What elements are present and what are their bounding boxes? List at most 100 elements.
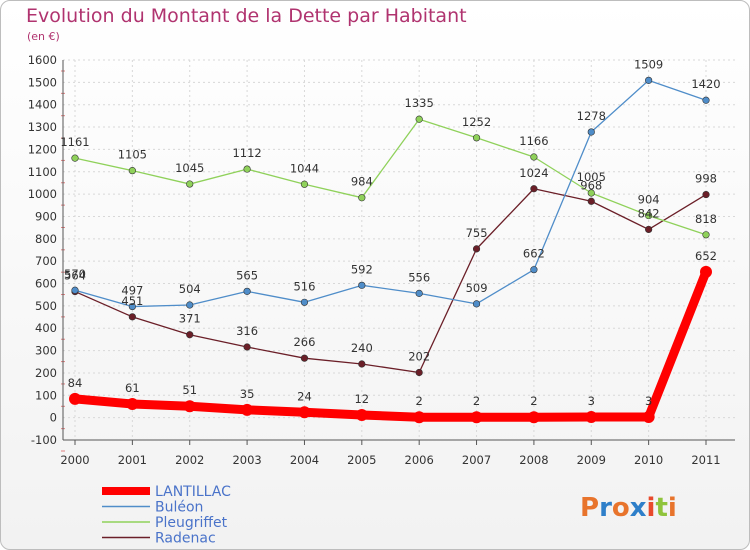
x-tick-label: 2004	[290, 453, 319, 467]
data-label: 2	[416, 394, 423, 408]
data-label: 1278	[577, 109, 606, 123]
data-point	[358, 360, 366, 368]
y-tick-label: 300	[35, 344, 57, 358]
x-tick-label: 2002	[175, 453, 204, 467]
logo-letter: P	[580, 493, 599, 523]
data-point	[300, 354, 309, 362]
x-tick-label: 2008	[519, 453, 548, 467]
series-line	[74, 79, 707, 308]
data-point	[700, 265, 712, 278]
data-point	[645, 225, 653, 234]
data-label: 24	[297, 389, 312, 403]
series-line	[74, 118, 707, 236]
y-tick-label: 1400	[28, 98, 57, 112]
data-point	[415, 115, 423, 123]
data-point	[472, 300, 481, 308]
data-label: 842	[638, 206, 660, 220]
y-tick-label: 1200	[28, 142, 57, 156]
data-point	[415, 289, 423, 297]
series-lines	[69, 76, 712, 424]
logo-letter: i	[668, 493, 677, 523]
y-tick-label: 200	[35, 366, 57, 380]
data-label: 592	[351, 262, 373, 276]
data-point	[470, 411, 483, 424]
data-point	[472, 245, 481, 253]
legend-label: Pleugriffet	[155, 515, 228, 531]
data-label: 755	[466, 226, 488, 240]
data-label: 316	[236, 324, 258, 338]
data-point	[186, 331, 194, 339]
data-label: 1005	[577, 170, 606, 184]
y-tick-label: 600	[35, 277, 57, 291]
data-point	[527, 411, 540, 424]
x-tick-label: 2007	[462, 453, 491, 467]
data-label: 1024	[519, 166, 548, 180]
data-point	[183, 400, 196, 413]
data-label: 968	[580, 178, 602, 192]
data-point	[530, 153, 538, 161]
data-point	[71, 286, 79, 294]
data-point	[530, 266, 538, 274]
data-label: 504	[179, 282, 201, 296]
axes: -100 0 100 200 300 400 500 600 700 800 900 1000 1100…	[28, 53, 735, 467]
legend-label: Buléon	[155, 500, 203, 516]
legend-label: LANTILLAC	[155, 484, 231, 500]
y-tick-label: 1500	[28, 75, 57, 89]
data-label: 1420	[691, 77, 720, 91]
data-point	[243, 343, 251, 351]
data-point	[300, 298, 309, 306]
logo-letter: o	[612, 493, 630, 523]
x-tick-label: 2011	[691, 453, 720, 467]
data-point	[186, 301, 194, 309]
y-tick-label: 800	[35, 232, 57, 246]
data-point	[358, 281, 366, 289]
data-label: 497	[121, 284, 143, 298]
x-tick-label: 2005	[347, 453, 376, 467]
x-tick-label: 2001	[118, 453, 147, 467]
data-label: 61	[125, 381, 140, 395]
data-label: 1044	[290, 161, 319, 175]
x-tick-label: 2006	[405, 453, 434, 467]
data-label: 662	[523, 247, 545, 261]
y-tick-label: 1100	[28, 165, 57, 179]
data-point	[587, 128, 595, 136]
data-point	[587, 189, 595, 197]
data-point	[472, 134, 481, 142]
logo-letter: i	[647, 493, 656, 523]
data-label: 3	[645, 394, 652, 408]
x-tick-label: 2000	[60, 453, 89, 467]
data-point	[243, 165, 251, 173]
y-tick-label: 700	[35, 254, 57, 268]
data-point	[128, 167, 136, 175]
y-tick-label: 1000	[28, 187, 57, 201]
data-point	[702, 190, 710, 199]
y-tick-label: -100	[31, 433, 57, 447]
data-point	[415, 368, 423, 377]
data-label: 564	[64, 269, 86, 283]
data-label: 202	[408, 349, 430, 363]
data-point	[645, 76, 653, 84]
y-tick-label: 1600	[28, 53, 57, 67]
series-line	[70, 267, 711, 422]
data-label: 35	[240, 387, 255, 401]
data-label: 556	[408, 270, 430, 284]
data-point	[241, 403, 254, 416]
y-tick-label: 100	[35, 388, 57, 402]
data-label: 371	[179, 312, 201, 326]
grid	[63, 59, 735, 441]
data-point	[298, 406, 311, 419]
data-label: 3	[588, 394, 595, 408]
y-tick-label: 400	[35, 321, 57, 335]
data-label: 565	[236, 268, 258, 282]
data-label: 451	[121, 294, 143, 308]
data-label: 998	[695, 172, 717, 186]
data-label: 2	[530, 394, 537, 408]
data-point	[126, 398, 139, 411]
y-tick-label: 500	[35, 299, 57, 313]
data-label: 1335	[405, 96, 434, 110]
data-point	[702, 231, 710, 239]
logo-letter: t	[655, 493, 667, 523]
data-point	[585, 410, 598, 423]
